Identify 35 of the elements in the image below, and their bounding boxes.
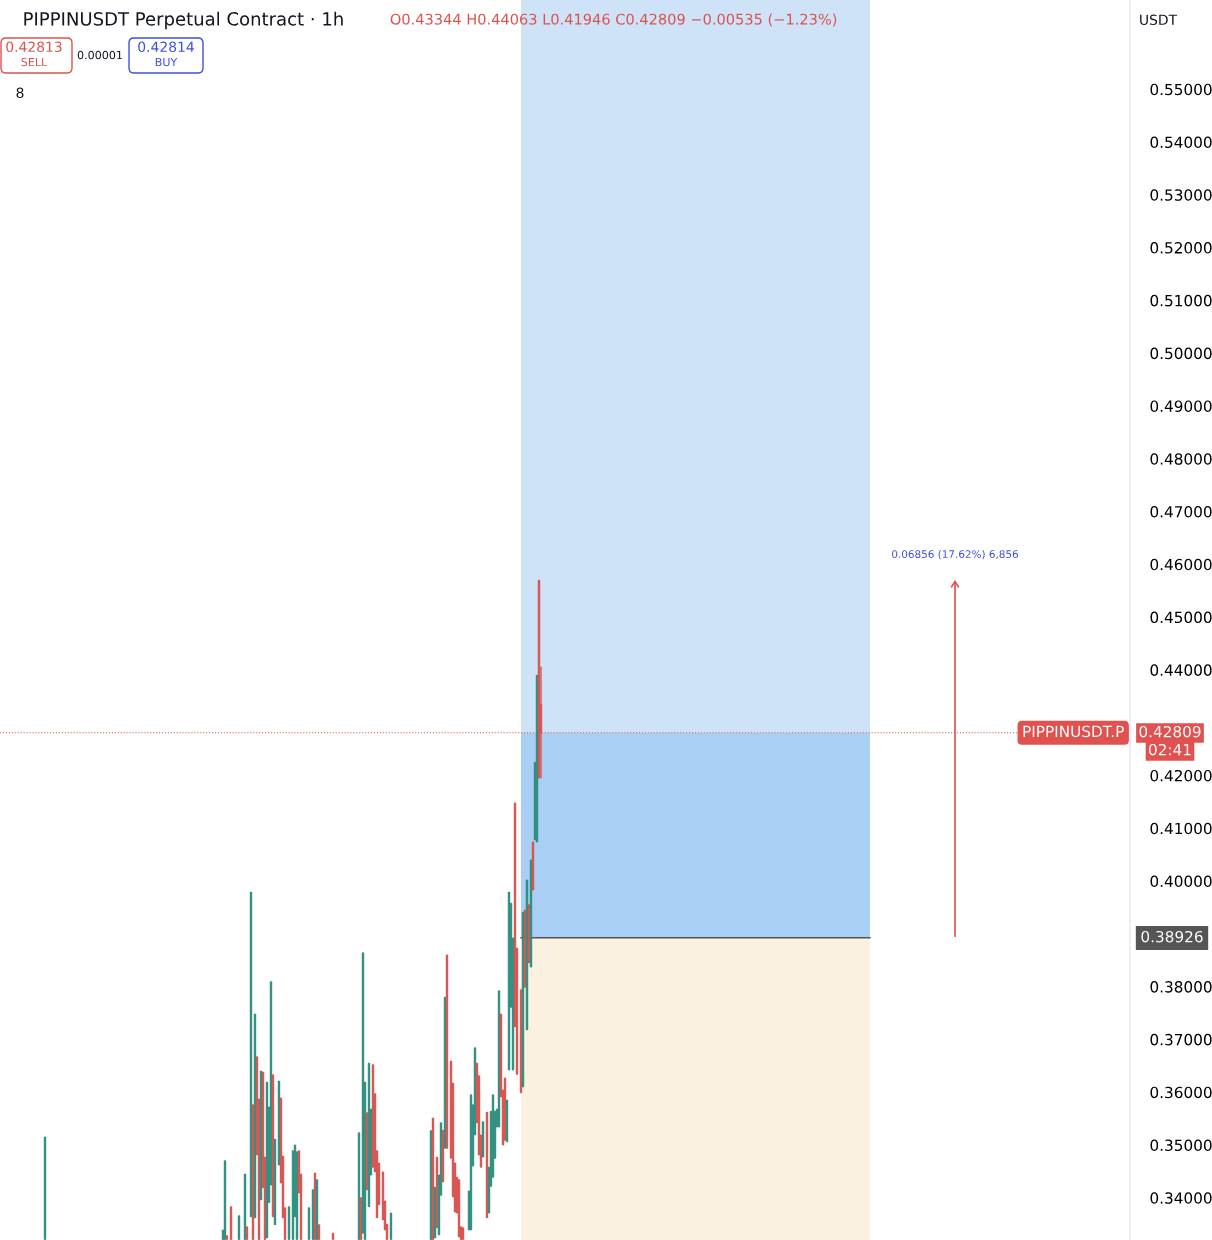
y-tick-label: 0.52000 xyxy=(1150,242,1212,254)
y-tick-label: 0.55000 xyxy=(1150,83,1212,96)
annotation: 0.42813 xyxy=(6,41,62,53)
text: O0.43344 H0.44063 L0.41946 C0.42809 −0.00535 (−1.23%) xyxy=(390,13,837,27)
y-tick-label: 0.51000 xyxy=(1150,294,1212,307)
ref-line-label: PIPPINUSDT.P xyxy=(1023,725,1124,738)
text: 0.42809 xyxy=(1139,725,1201,738)
y-tick-label: 0.40000 xyxy=(1150,875,1212,888)
annotation: BUY xyxy=(155,57,178,67)
y-tick-label: 0.36000 xyxy=(1150,1086,1212,1099)
text: USDT xyxy=(1140,14,1178,26)
annotation: 0.06856 (17.62%) 6,856 xyxy=(892,549,1019,560)
annotation: 8 xyxy=(16,87,24,99)
annotation: 0.00001 xyxy=(77,50,122,60)
y-tick-label: 0.38000 xyxy=(1150,981,1212,993)
y-tick-label: 0.42000 xyxy=(1150,769,1212,782)
y-tick-label: 0.50000 xyxy=(1150,347,1212,360)
y-tick-label: 0.47000 xyxy=(1150,505,1212,518)
text: PIPPINUSDT Perpetual Contract · 1h xyxy=(24,11,343,30)
y-tick-label: 0.49000 xyxy=(1150,400,1212,412)
y-tick-label: 0.44000 xyxy=(1150,664,1212,676)
annotation: SELL xyxy=(21,57,48,67)
text: 02:41 xyxy=(1148,743,1191,756)
y-tick-label: 0.53000 xyxy=(1150,189,1212,201)
candlestick xyxy=(237,1215,241,1240)
y-tick-label: 0.48000 xyxy=(1150,453,1212,465)
y-tick-label: 0.54000 xyxy=(1150,136,1212,149)
y-tick-label: 0.45000 xyxy=(1150,611,1212,624)
annotation: 0.42814 xyxy=(138,41,194,53)
y-tick-label: 0.41000 xyxy=(1150,822,1212,835)
y-tick-label: 0.37000 xyxy=(1150,1033,1212,1046)
y-tick-label: 0.35000 xyxy=(1150,1139,1212,1151)
text: 0.38926 xyxy=(1141,930,1203,943)
y-tick-label: 0.34000 xyxy=(1150,1192,1212,1204)
y-tick-label: 0.46000 xyxy=(1150,558,1212,571)
